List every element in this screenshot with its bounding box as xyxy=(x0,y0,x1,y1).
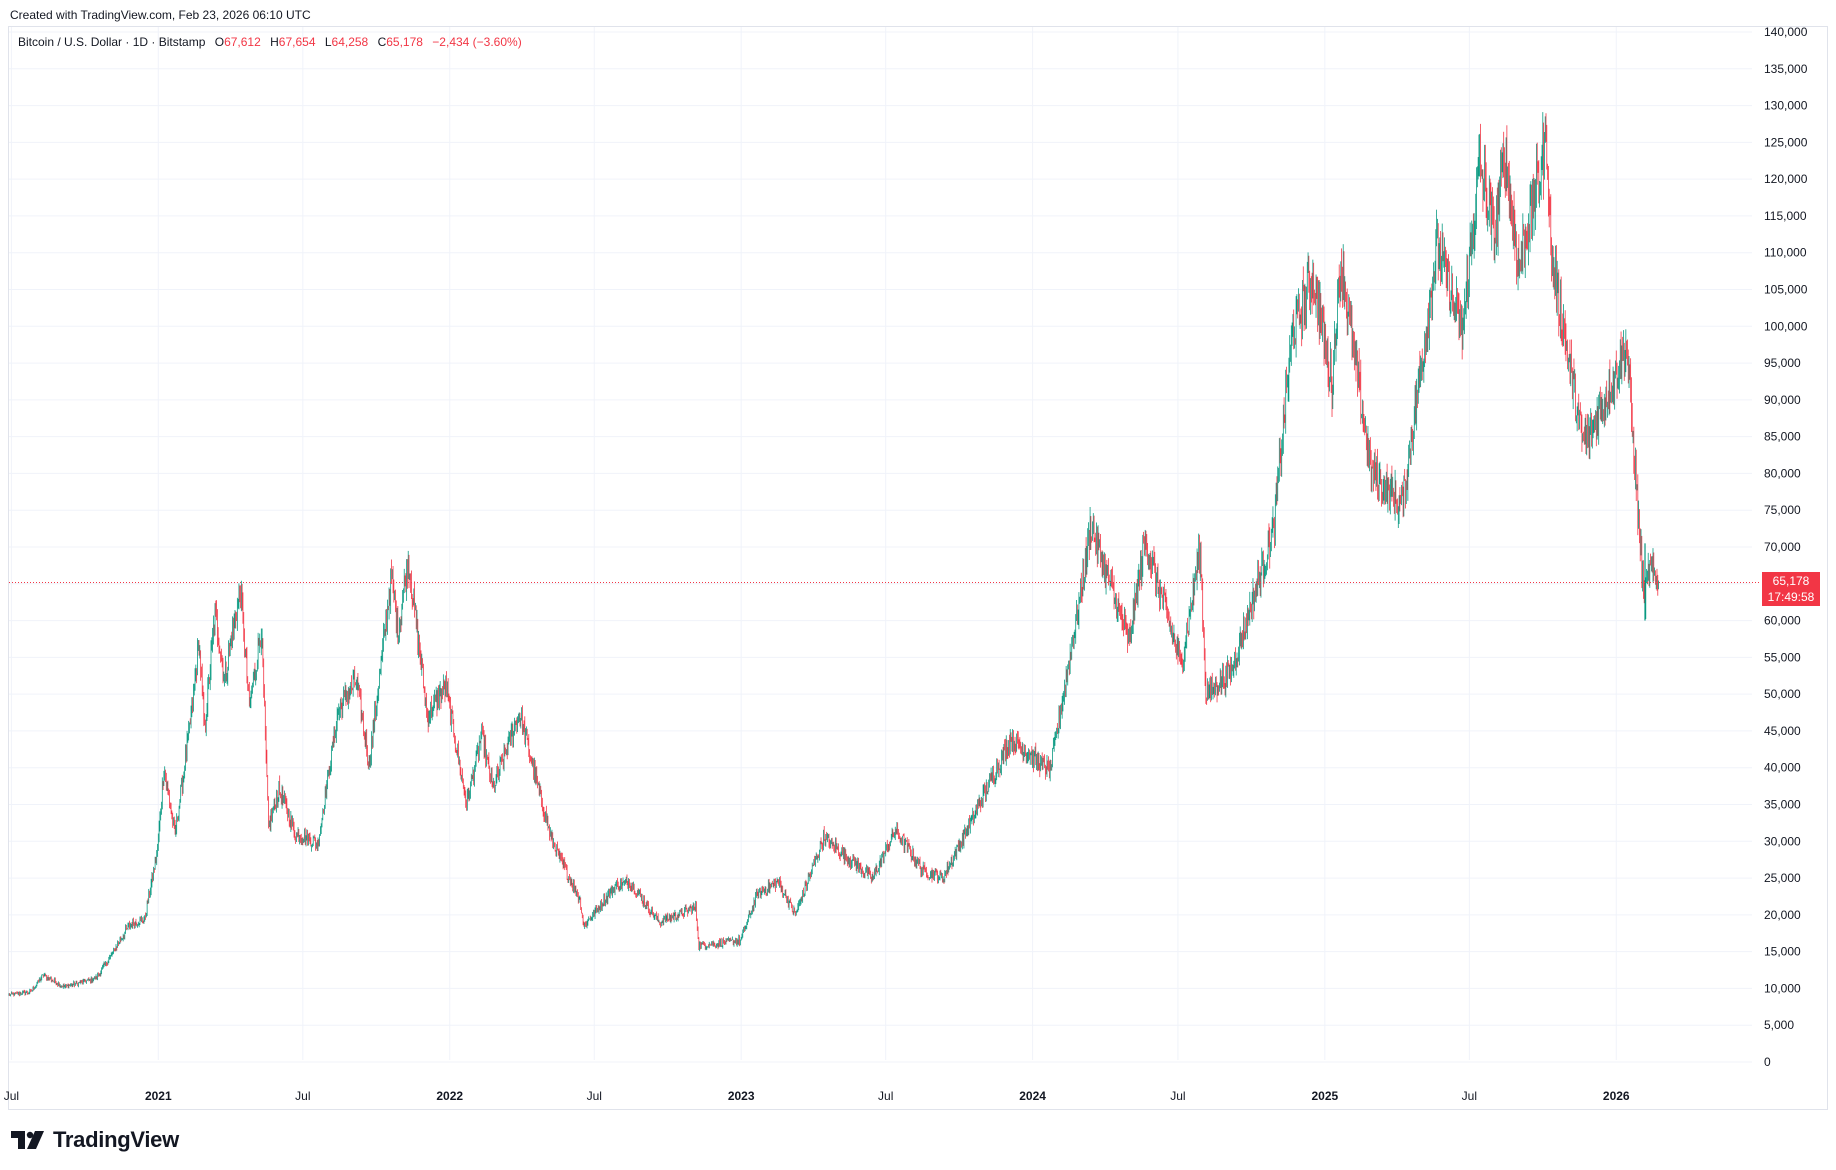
close-label: C xyxy=(377,35,387,49)
y-tick-label: 125,000 xyxy=(1764,135,1808,149)
y-tick-label: 40,000 xyxy=(1764,761,1801,775)
x-tick-label: 2026 xyxy=(1603,1089,1630,1103)
low-value: 64,258 xyxy=(331,35,369,49)
y-tick-label: 0 xyxy=(1764,1055,1771,1069)
tradingview-logo[interactable]: TradingView xyxy=(11,1127,179,1153)
high-value: 67,654 xyxy=(278,35,316,49)
y-tick-label: 135,000 xyxy=(1764,62,1808,76)
change-value: −2,434 (−3.60%) xyxy=(432,35,522,49)
y-tick-label: 100,000 xyxy=(1764,319,1808,333)
x-tick-label: 2023 xyxy=(728,1089,755,1103)
y-tick-label: 20,000 xyxy=(1764,908,1801,922)
open-label: O xyxy=(214,35,225,49)
x-tick-label: Jul xyxy=(1462,1089,1477,1103)
x-tick-label: Jul xyxy=(878,1089,893,1103)
y-tick-label: 95,000 xyxy=(1764,356,1801,370)
tradingview-logo-icon xyxy=(11,1131,44,1149)
x-tick-label: Jul xyxy=(4,1089,19,1103)
grid-lines xyxy=(9,27,1752,1063)
y-tick-label: 15,000 xyxy=(1764,945,1801,959)
y-tick-label: 30,000 xyxy=(1764,834,1801,848)
close-value: 65,178 xyxy=(386,35,423,49)
y-tick-label: 25,000 xyxy=(1764,871,1801,885)
x-tick-label: Jul xyxy=(295,1089,310,1103)
current-price-value: 65,178 xyxy=(1772,574,1810,588)
y-tick-label: 105,000 xyxy=(1764,283,1808,297)
created-with-text: Created with TradingView.com, Feb 23, 20… xyxy=(10,8,311,22)
y-tick-label: 45,000 xyxy=(1764,724,1801,738)
y-axis: 0 5,000 10,000 15,000 20,000 25,000 30,000 35,0… xyxy=(1764,25,1808,1069)
current-price-tag: 65,178 17:49:58 xyxy=(1762,572,1820,606)
tradingview-brand-text: TradingView xyxy=(53,1127,179,1152)
x-tick-label: 2021 xyxy=(145,1089,172,1103)
y-tick-label: 110,000 xyxy=(1764,246,1807,260)
open-value: 67,612 xyxy=(224,35,261,49)
y-tick-label: 60,000 xyxy=(1764,614,1801,628)
high-label: H xyxy=(270,35,279,49)
x-tick-label: 2022 xyxy=(436,1089,463,1103)
candles xyxy=(8,112,1659,997)
x-tick-label: 2025 xyxy=(1311,1089,1338,1103)
y-tick-label: 55,000 xyxy=(1764,650,1801,664)
low-label: L xyxy=(324,35,332,49)
y-tick-label: 90,000 xyxy=(1764,393,1801,407)
y-tick-label: 130,000 xyxy=(1764,99,1808,113)
y-tick-label: 115,000 xyxy=(1764,209,1807,223)
y-tick-label: 50,000 xyxy=(1764,687,1801,701)
x-tick-label: 2024 xyxy=(1019,1089,1046,1103)
chart-legend: Bitcoin / U.S. Dollar · 1D · Bitstamp O6… xyxy=(18,35,522,49)
bar-countdown: 17:49:58 xyxy=(1767,590,1815,604)
y-tick-label: 140,000 xyxy=(1764,25,1808,39)
y-tick-label: 80,000 xyxy=(1764,466,1801,480)
x-tick-label: Jul xyxy=(1170,1089,1185,1103)
y-tick-label: 5,000 xyxy=(1764,1018,1794,1032)
chart-frame xyxy=(8,26,1828,1110)
y-tick-label: 10,000 xyxy=(1764,981,1801,995)
x-axis: Jul 2021 Jul 2022 Jul 2023 Jul 2024 Jul 2025 Jul 20… xyxy=(4,1089,1630,1103)
y-tick-label: 35,000 xyxy=(1764,798,1801,812)
y-tick-label: 120,000 xyxy=(1764,172,1808,186)
symbol-title[interactable]: Bitcoin / U.S. Dollar · 1D · Bitstamp xyxy=(18,35,206,49)
y-tick-label: 75,000 xyxy=(1764,503,1801,517)
x-tick-label: Jul xyxy=(587,1089,602,1103)
y-tick-label: 85,000 xyxy=(1764,430,1801,444)
y-tick-label: 70,000 xyxy=(1764,540,1801,554)
